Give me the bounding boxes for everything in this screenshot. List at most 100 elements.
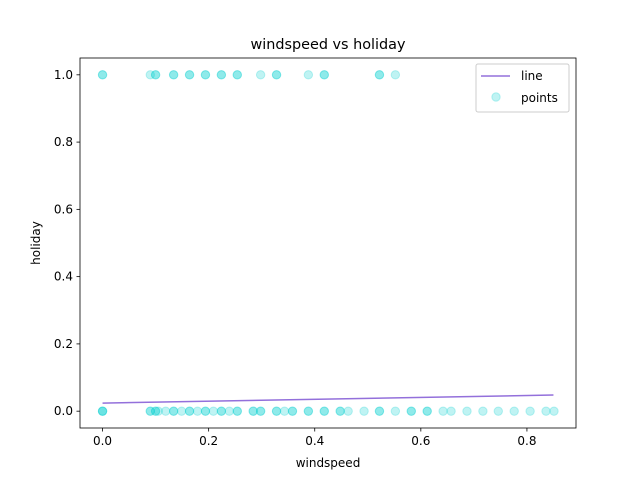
scatter-point [216, 70, 227, 80]
scatter-point [319, 70, 329, 80]
scatter-point [478, 406, 488, 416]
scatter-point [176, 406, 187, 416]
y-tick-label: 0.0 [54, 404, 73, 418]
scatter-point [232, 70, 242, 80]
x-tick-label: 0.0 [93, 434, 112, 448]
scatter-point [145, 70, 155, 80]
y-tick-label: 0.2 [54, 337, 73, 351]
scatter-point [406, 406, 416, 416]
scatter-point [271, 406, 282, 416]
scatter-point [422, 406, 432, 416]
scatter-point [390, 406, 401, 416]
scatter-point [184, 70, 195, 80]
scatter-point [97, 406, 108, 416]
scatter-point [184, 70, 195, 80]
scatter-point [97, 406, 108, 416]
scatter-point [97, 70, 108, 80]
scatter-point [335, 406, 345, 416]
scatter-point [335, 406, 345, 416]
scatter-point [200, 406, 211, 416]
scatter-point [509, 406, 519, 416]
scatter-point [343, 406, 353, 416]
scatter-point [303, 406, 314, 416]
scatter-point [216, 406, 227, 416]
y-axis-label: holiday [29, 221, 43, 265]
scatter-point [150, 70, 161, 80]
scatter-point [150, 406, 161, 416]
scatter-point [150, 70, 161, 80]
scatter-point [319, 70, 329, 80]
regression-line [102, 394, 554, 404]
scatter-point [271, 70, 282, 80]
scatter-point [153, 406, 163, 416]
scatter-point [541, 406, 551, 416]
scatter-point [200, 70, 211, 80]
scatter-point [216, 406, 227, 416]
y-axis-ticks: 0.0 0.2 0.4 0.6 0.8 1.0 [54, 68, 80, 418]
scatter-point [446, 406, 456, 416]
scatter-point [184, 406, 195, 416]
scatter-point [255, 406, 266, 416]
scatter-point [200, 70, 211, 80]
scatter-point [200, 406, 211, 416]
y-tick-label: 0.8 [54, 135, 73, 149]
scatter-point [232, 406, 242, 416]
scatter-point [422, 406, 432, 416]
scatter-point [184, 406, 195, 416]
scatter-point [271, 406, 282, 416]
scatter-point [374, 70, 385, 80]
line-layer [102, 394, 554, 404]
scatter-point [374, 406, 385, 416]
scatter-point [192, 406, 203, 416]
scatter-point [145, 406, 155, 416]
y-tick-label: 1.0 [54, 68, 73, 82]
scatter-point [97, 70, 108, 80]
scatter-point [303, 406, 314, 416]
scatter-point [493, 406, 503, 416]
scatter-point [462, 406, 472, 416]
x-axis-label: windspeed [296, 456, 361, 470]
scatter-point [374, 70, 385, 80]
scatter-point [168, 406, 179, 416]
scatter-point [279, 406, 290, 416]
x-tick-label: 0.6 [411, 434, 430, 448]
legend: line points [475, 63, 570, 113]
scatter-point [271, 70, 282, 80]
x-tick-label: 0.4 [305, 434, 324, 448]
scatter-point [374, 406, 385, 416]
chart-title: windspeed vs holiday [250, 37, 406, 53]
x-tick-label: 0.2 [199, 434, 218, 448]
scatter-point [525, 406, 535, 416]
scatter-point [287, 406, 298, 416]
scatter-point [248, 406, 258, 416]
y-tick-label: 0.4 [54, 270, 73, 284]
scatter-point [232, 70, 242, 80]
scatter-point [287, 406, 298, 416]
scatter-point [224, 406, 235, 416]
scatter-point [208, 406, 219, 416]
scatter-point [255, 70, 266, 80]
legend-line-label: line [521, 69, 543, 83]
scatter-point [438, 406, 448, 416]
scatter-point [168, 70, 179, 80]
x-axis-ticks: 0.0 0.2 0.4 0.6 0.8 [93, 428, 536, 448]
scatter-point [255, 406, 266, 416]
scatter-point [549, 406, 559, 416]
legend-points-swatch [491, 92, 501, 102]
scatter-point [359, 406, 369, 416]
scatter-point [319, 406, 329, 416]
scatter-point [160, 406, 171, 416]
scatter-point [97, 406, 108, 416]
scatter-point [150, 406, 161, 416]
scatter-point [168, 406, 179, 416]
y-tick-label: 0.6 [54, 202, 73, 216]
points-layer [97, 70, 559, 416]
scatter-point [319, 406, 329, 416]
scatter-point [216, 70, 227, 80]
x-tick-label: 0.8 [517, 434, 536, 448]
scatter-point [406, 406, 416, 416]
scatter-point [390, 70, 401, 80]
scatter-point [303, 70, 314, 80]
scatter-point [145, 406, 155, 416]
